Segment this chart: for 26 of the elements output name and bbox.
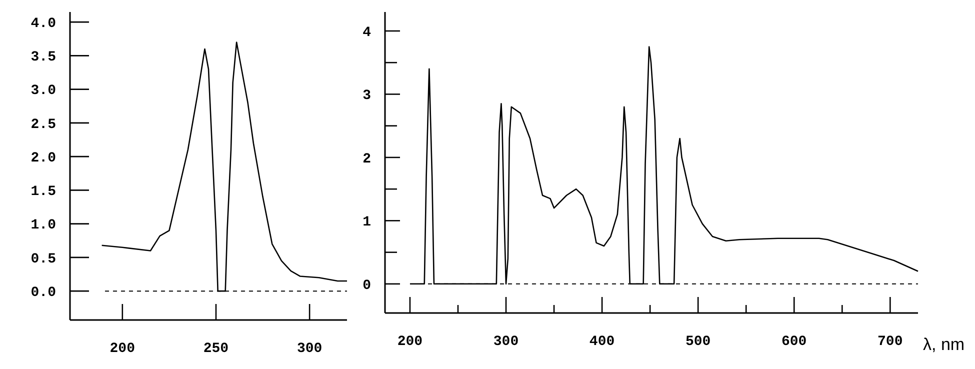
x-tick-label: 300 — [493, 334, 519, 350]
y-tick-label: 3.0 — [30, 83, 56, 100]
x-tick-label: 200 — [110, 341, 136, 357]
y-tick-label: 1.0 — [30, 218, 56, 234]
y-tick-label: 3 — [362, 88, 371, 104]
y-tick-label: 3.5 — [30, 50, 56, 66]
x-tick-label: 200 — [397, 334, 423, 350]
x-tick-label: 500 — [685, 334, 711, 350]
y-tick-label: 1 — [362, 214, 371, 231]
y-tick-label: 2.0 — [30, 150, 56, 166]
y-tick-label: 0.0 — [30, 284, 56, 301]
y-tick-label: 4.0 — [30, 16, 56, 32]
y-tick-label: 4 — [362, 24, 371, 41]
x-tick-label: 300 — [296, 341, 322, 357]
x-tick-label: 250 — [203, 341, 229, 357]
x-tick-label: 600 — [782, 334, 807, 350]
y-tick-label: 0 — [362, 278, 371, 294]
line-series — [101, 42, 348, 292]
y-tick-label: 1.5 — [30, 184, 56, 200]
x-tick-label: 400 — [589, 334, 615, 350]
y-tick-label: 0.5 — [30, 251, 56, 268]
line-series — [409, 46, 919, 285]
y-tick-label: 2.5 — [30, 116, 56, 133]
y-tick-label: 2 — [362, 151, 371, 168]
x-axis-title: λ, nm — [923, 335, 965, 354]
x-tick-label: 700 — [878, 334, 903, 350]
